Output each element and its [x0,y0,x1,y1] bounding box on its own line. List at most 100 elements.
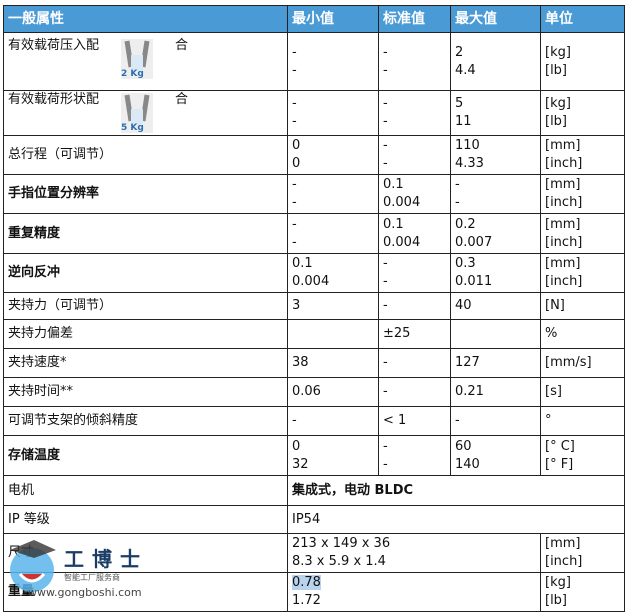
label-text: 有效载荷压入配 [8,38,100,53]
label-text: 夹持时间** [8,384,74,399]
value-cell: [kg] [lb] [540,32,625,91]
value-line: 3 [292,298,301,313]
value-line: - [292,177,297,192]
property-label: 夹持力偏差 [3,319,288,349]
value-line: [mm] [545,256,581,271]
value-cell: -- [378,32,451,91]
value-cell: -- [378,435,451,476]
value-cell: - [378,292,451,320]
value-line: 60 [455,438,472,454]
value-line: 0.21 [455,384,484,399]
value-line: [s] [545,384,562,399]
value-cell: 0.3 0.011 [450,253,541,293]
value-line: - [383,62,388,78]
value-line: [inch] [545,195,583,210]
value-line: - [383,355,388,370]
value-line: - [383,438,388,454]
value-cell: - [287,406,379,436]
label-suffix: 合 [175,38,189,53]
value-cell: < 1 [378,406,451,436]
label-text: 有效载荷形状配 [8,92,100,107]
value-cell: 38 [287,348,379,378]
value-cell: 0.1 0.004 [378,174,451,214]
value-cell: [mm] [inch] [540,174,625,214]
payload-badge: 2 Kg [121,69,144,79]
table-row: 夹持时间** 0.06 - 0.21 [s] [3,377,625,407]
label-text: 总行程（可调节） [8,147,113,162]
value-cell: 2 4.4 [450,32,541,91]
value-cell: 0.1 0.004 [378,213,451,254]
value-cell: [mm] [inch] [540,533,625,573]
value-line: [lb] [545,593,568,608]
value-line: 0.2 [455,216,476,232]
value-line: - [383,384,388,399]
value-cell: [kg] [lb] [540,572,625,612]
value-line: 0.1 [383,177,404,192]
value-cell: [mm] [inch] [540,213,625,254]
value-line: - [383,156,388,171]
value-line: 0 [292,438,301,454]
value-line: 2 [455,44,464,60]
value-line: 127 [455,355,480,370]
gripper-image: 2 Kg [117,37,157,81]
value-line: 32 [292,456,309,472]
value-line: [N] [545,298,565,313]
value-cell: [mm] [inch] [540,253,625,293]
value-cell: 60 140 [450,435,541,476]
property-label: 电机 [3,475,288,506]
value-line: 1.72 [292,593,321,608]
property-label: 夹持力（可调节） [3,292,288,320]
value-cell: 0.06 [287,377,379,407]
value-line: [mm/s] [545,355,592,370]
value-cell: - [378,377,451,407]
value-line: - [292,413,297,428]
header-cell: 一般属性 [3,5,288,33]
value-line: [kg] [545,44,571,60]
payload-badge: 5 Kg [121,123,144,133]
value-line: - [292,195,297,210]
value-cell: 0.1 0.004 [287,253,379,293]
label-text: 逆向反冲 [8,265,61,280]
value-cell: [kg] [lb] [540,90,625,136]
value-line: - [383,274,388,289]
value-line: 0.1 [292,256,313,271]
label-text: 夹持速度* [8,355,67,370]
value-cell: 5 11 [450,90,541,136]
value-cell: -- [287,213,379,254]
value-line: [° C] [545,438,575,454]
value-cell: 0.21 [450,377,541,407]
value-line: 0.3 [455,256,476,271]
value-line: 38 [292,355,309,370]
label-text: 夹持力偏差 [8,326,74,341]
value-line: - [383,138,388,153]
value-cell: ±25 [378,319,451,349]
header-cell: 最小值 [287,5,379,33]
property-label: 总行程（可调节） [3,135,288,175]
value-line: [lb] [545,114,568,129]
value-line: 0.004 [383,234,421,250]
value-line: [lb] [545,62,568,78]
value-line: [mm] [545,536,581,551]
property-label: 夹持速度* [3,348,288,378]
value-cell: IP54 [287,505,625,534]
property-label: IP 等级 [3,505,288,534]
value-line: 0.011 [455,274,493,289]
label-text: 重复精度 [8,225,61,241]
value-line: [kg] [545,575,571,590]
value-cell: [mm] [inch] [540,135,625,175]
table-row: 尺寸 213 x 149 x 36 8.3 x 5.9 x 1.4 [mm] [inch… [3,533,625,573]
value-line: - [292,216,297,232]
value-line: - [383,256,388,271]
table-row: 重量 0.78 1.72 [kg] [lb] [3,572,625,612]
property-label: 有效载荷形状配 5 Kg 合 [3,90,288,136]
value-line: 213 x 149 x 36 [292,536,391,551]
value-cell: -- [287,90,379,136]
property-label: 夹持时间** [3,377,288,407]
property-label: 存储温度 [3,435,288,476]
selected-text[interactable]: 0.78 [292,575,321,590]
table-row: 夹持速度* 38 - 127 [mm/s] [3,348,625,378]
value-cell: % [540,319,625,349]
header-cell: 单位 [540,5,625,33]
value-line: - [292,114,297,129]
value-line: ° [545,413,552,428]
